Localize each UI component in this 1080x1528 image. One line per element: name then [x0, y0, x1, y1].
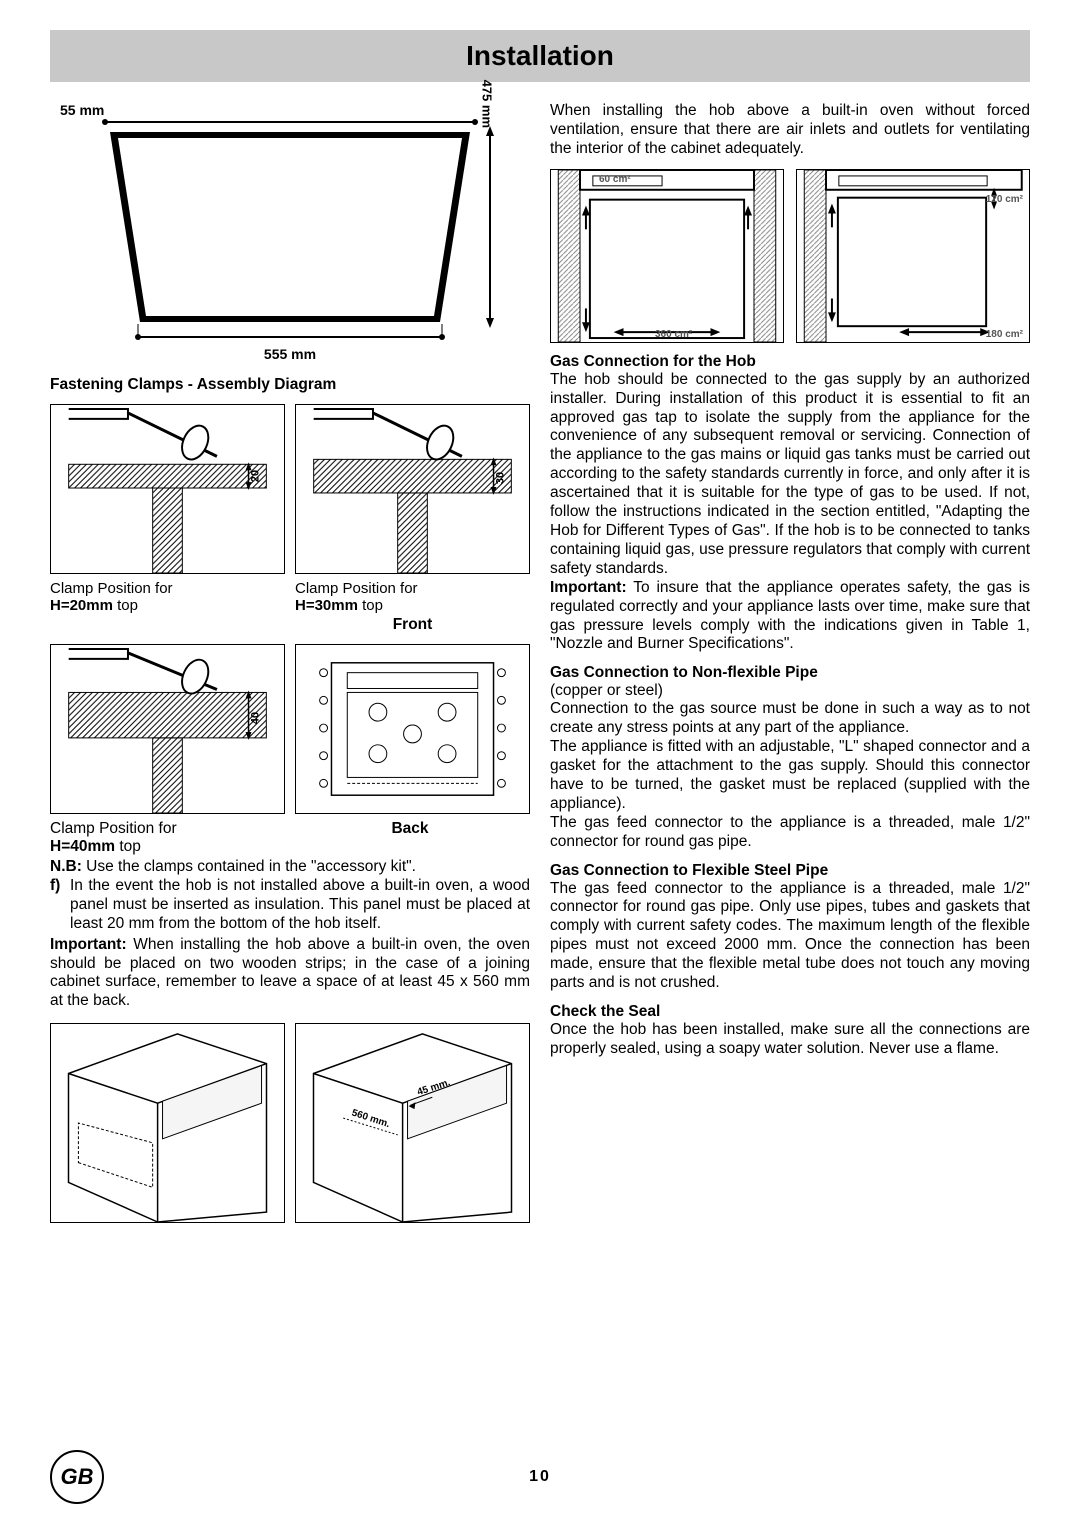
lbl-360: 360 cm²: [655, 329, 692, 340]
front-label: Front: [295, 616, 530, 634]
clamps-heading: Fastening Clamps - Assembly Diagram: [50, 376, 530, 394]
c20-l3: top: [113, 597, 138, 614]
p-nonflex-sub: (copper or steel): [550, 682, 1030, 700]
clamp-captions-row1: Clamp Position for H=20mm top Clamp Posi…: [50, 580, 530, 634]
clamp-row-1: 20 30: [50, 404, 530, 574]
c30-l2: H=30mm: [295, 597, 358, 614]
cabinet-diagram-1: [50, 1023, 285, 1223]
clamp-row-2: 40: [50, 644, 530, 814]
c30-l3: top: [358, 597, 383, 614]
p-nonflex-2: The appliance is fitted with an adjustab…: [550, 738, 1030, 814]
dim-label-right: 475 mm: [479, 80, 494, 128]
important-label-left: Important:: [50, 936, 127, 953]
vent-diagram-front: 60 cm² 360 cm²: [550, 169, 784, 343]
p-flex: The gas feed connector to the appliance …: [550, 880, 1030, 993]
nb-label: N.B:: [50, 858, 82, 875]
p-nonflex-1: Connection to the gas source must be don…: [550, 700, 1030, 738]
lbl-180: 180 cm²: [986, 329, 1023, 340]
h-flex: Gas Connection to Flexible Steel Pipe: [550, 862, 1030, 880]
lbl-60: 60 cm²: [599, 174, 631, 185]
h-seal: Check the Seal: [550, 1003, 1030, 1021]
h-gas-hob: Gas Connection for the Hob: [550, 353, 1030, 371]
clamp-diagram-30: 30: [295, 404, 530, 574]
dim-label-bottom: 555 mm: [264, 346, 316, 362]
bullet-text: In the event the hob is not installed ab…: [70, 877, 530, 934]
title-banner: Installation: [50, 30, 1030, 82]
vent-diagram-side: 120 cm² 180 cm²: [796, 169, 1030, 343]
clamp-diagram-20: 20: [50, 404, 285, 574]
cabinet-diagrams-row: 560 mm. 45 mm.: [50, 1023, 530, 1223]
clamp-30-label: 30: [494, 472, 506, 484]
p-gas-hob: The hob should be connected to the gas s…: [550, 371, 1030, 579]
clamp-40-label: 40: [249, 712, 261, 724]
page-footer: GB 10: [50, 1450, 1030, 1504]
right-column: When installing the hob above a built-in…: [550, 102, 1030, 1223]
p-nonflex-3: The gas feed connector to the appliance …: [550, 814, 1030, 852]
country-badge: GB: [50, 1450, 104, 1504]
clamp-30-caption: Clamp Position for H=30mm top Front: [295, 580, 530, 634]
important-label-right: Important:: [550, 579, 627, 596]
ventilation-diagrams-row: 60 cm² 360 cm² 120 cm² 180 cm²: [550, 169, 1030, 343]
cutout-dimensions-diagram: 55 mm 475 mm 555 mm: [50, 102, 530, 362]
nb-text: Use the clamps contained in the "accesso…: [82, 858, 416, 875]
c30-l1: Clamp Position for: [295, 580, 418, 597]
c40-l3: top: [115, 838, 141, 855]
clamp-40-caption-row: Clamp Position for H=40mm top Back: [50, 820, 530, 856]
dim-label-top: 55 mm: [60, 102, 104, 118]
hob-bottom-diagram: [295, 644, 530, 814]
page-title: Installation: [50, 40, 1030, 72]
back-label: Back: [290, 820, 530, 856]
page-number: 10: [104, 1468, 976, 1486]
clamp-diagram-40: 40: [50, 644, 285, 814]
left-column: 55 mm 475 mm 555 mm Fastening Clamps - A…: [50, 102, 530, 1223]
lbl-120: 120 cm²: [986, 194, 1023, 205]
c40-l1: Clamp Position for: [50, 820, 177, 837]
h-nonflex: Gas Connection to Non-flexible Pipe: [550, 664, 1030, 682]
bullet-f: f) In the event the hob is not installed…: [50, 877, 530, 934]
clamp-20-caption: Clamp Position for H=20mm top: [50, 580, 285, 634]
p-important-wrap: Important: To insure that the appliance …: [550, 579, 1030, 655]
c20-l2: H=20mm: [50, 597, 113, 614]
clamp-40-caption: Clamp Position for H=40mm top: [50, 820, 290, 856]
c40-l2: H=40mm: [50, 838, 115, 855]
cabinet-diagram-2: 560 mm. 45 mm.: [295, 1023, 530, 1223]
two-column-layout: 55 mm 475 mm 555 mm Fastening Clamps - A…: [50, 102, 1030, 1223]
clamp-20-label: 20: [249, 470, 261, 482]
intro-para: When installing the hob above a built-in…: [550, 102, 1030, 159]
c20-l1: Clamp Position for: [50, 580, 173, 597]
nb-block: N.B: Use the clamps contained in the "ac…: [50, 858, 530, 1011]
p-seal: Once the hob has been installed, make su…: [550, 1021, 1030, 1059]
bullet-marker: f): [50, 877, 70, 934]
